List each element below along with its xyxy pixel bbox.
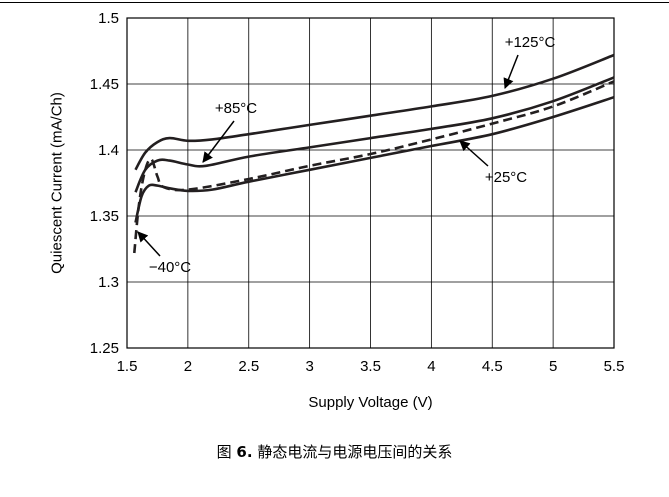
y-tick-label: 1.25	[90, 340, 119, 357]
x-tick-labels: 1.5 2 2.5 3 3.5 4 4.5 5 5.5	[117, 358, 625, 375]
x-axis-label: Supply Voltage (V)	[308, 394, 432, 411]
annotation-arrow-plus125c	[503, 54, 519, 89]
figure-caption: 图 6. 静态电流与电源电压间的关系	[0, 441, 669, 462]
x-tick-label: 4.5	[482, 358, 503, 375]
annotation-label-plus125c: +125°C	[505, 34, 556, 51]
grid	[126, 17, 615, 349]
series-line-plus125c	[134, 53, 615, 171]
series-line-plus85c	[134, 76, 615, 193]
series-line-plus25c	[134, 95, 615, 223]
annotation-label-minus40c: −40°C	[149, 259, 191, 276]
x-tick-label: 2.5	[238, 358, 259, 375]
y-axis-label: Quiescent Current (mA/Ch)	[48, 92, 65, 274]
y-tick-label: 1.45	[90, 76, 119, 93]
x-tick-label: 5.5	[604, 358, 625, 375]
top-rule	[0, 2, 669, 3]
annotation-label-plus85c: +85°C	[215, 100, 257, 117]
x-tick-label: 3.5	[360, 358, 381, 375]
x-tick-label: 5	[549, 358, 557, 375]
x-tick-label: 3	[305, 358, 313, 375]
annotation-arrow-plus25c	[459, 140, 489, 167]
x-tick-label: 4	[427, 358, 435, 375]
annotation-arrow-plus85c	[202, 120, 235, 163]
caption-text: 静态电流与电源电压间的关系	[257, 443, 453, 461]
caption-number: 6.	[236, 443, 253, 461]
y-tick-labels: 1.25 1.3 1.35 1.4 1.45 1.5	[90, 10, 119, 357]
series-lines	[133, 53, 615, 254]
caption-prefix: 图	[216, 443, 232, 461]
annotation-arrow-minus40c	[137, 231, 161, 257]
x-tick-label: 2	[184, 358, 192, 375]
plot-frame	[126, 17, 615, 349]
y-tick-label: 1.3	[98, 274, 119, 291]
y-tick-label: 1.35	[90, 208, 119, 225]
quiescent-current-chart: 1.5 2 2.5 3 3.5 4 4.5 5 5.5 1.251.31.351.41.451.…	[48, 10, 625, 411]
annotations: +125°C +85°C +25°C −40°C	[137, 34, 556, 276]
x-tick-label: 1.5	[117, 358, 138, 375]
y-tick-label: 1.5	[98, 10, 119, 27]
series-line-minus40c	[133, 80, 615, 254]
annotation-label-plus25c: +25°C	[485, 169, 527, 186]
y-tick-label: 1.4	[98, 142, 119, 159]
